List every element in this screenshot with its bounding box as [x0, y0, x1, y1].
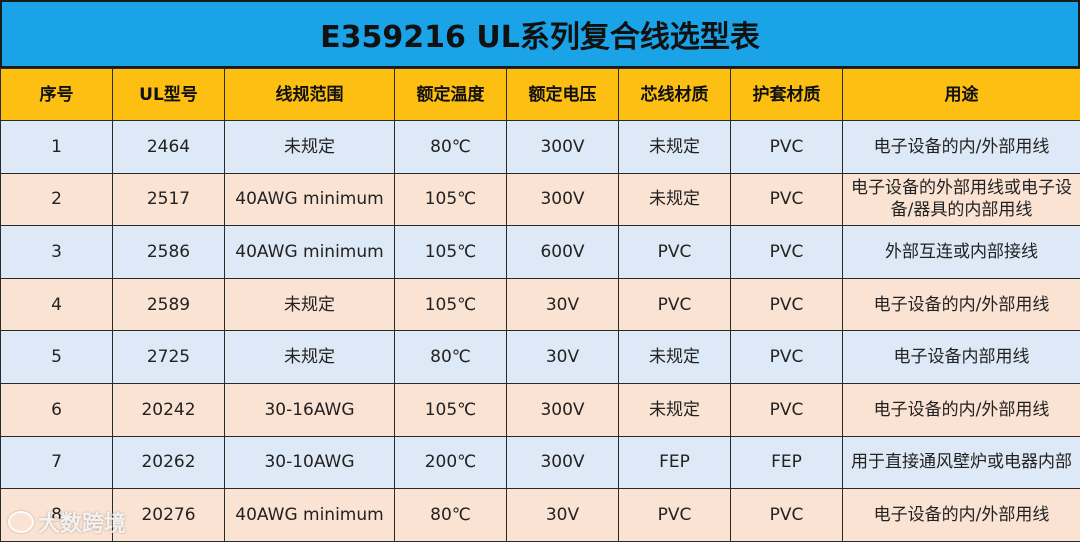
table-cell: 未规定 — [618, 330, 731, 384]
table-cell: PVC — [730, 277, 843, 332]
table-cell: 1 — [0, 120, 113, 174]
table-cell: 105℃ — [394, 382, 507, 437]
table-cell: 电子设备的内/外部用线 — [842, 277, 1080, 332]
table-cell: 未规定 — [224, 120, 395, 174]
column-header: 用途 — [842, 68, 1080, 121]
table-cell: 2589 — [112, 277, 225, 332]
column-header: 额定温度 — [394, 68, 507, 121]
table-cell: 40AWG minimum — [224, 225, 395, 279]
table-cell: PVC — [730, 225, 843, 279]
table-cell: 30-10AWG — [224, 435, 395, 490]
table-cell: 外部互连或内部接线 — [842, 225, 1080, 279]
table-cell: 未规定 — [618, 120, 731, 174]
table-cell: 用于直接通风壁炉或电器内部 — [842, 435, 1080, 490]
table-cell: 40AWG minimum — [224, 488, 395, 542]
table-cell: 2725 — [112, 330, 225, 384]
table-cell: 80℃ — [394, 120, 507, 174]
table-cell: 300V — [506, 435, 619, 490]
table-cell: 30-16AWG — [224, 382, 395, 437]
table-cell: 300V — [506, 382, 619, 437]
table-cell: 105℃ — [394, 172, 507, 227]
table-cell: 电子设备的内/外部用线 — [842, 382, 1080, 437]
column-header: 芯线材质 — [618, 68, 731, 121]
column-header: UL型号 — [112, 68, 225, 121]
table-row: 5 2725 未规定 80℃ 30V 未规定 PVC 电子设备内部用线 — [0, 330, 1080, 384]
table-cell: PVC — [730, 488, 843, 542]
table-cell: 80℃ — [394, 488, 507, 542]
table-cell: 200℃ — [394, 435, 507, 490]
table-row: 8 20276 40AWG minimum 80℃ 30V PVC PVC 电子设备的内/外部… — [0, 488, 1080, 542]
table-cell: PVC — [730, 172, 843, 227]
table-cell: 300V — [506, 172, 619, 227]
table-row: 1 2464 未规定 80℃ 300V 未规定 PVC 电子设备的内/外部用线 — [0, 120, 1080, 174]
table-cell: PVC — [618, 488, 731, 542]
table-cell: 电子设备的内/外部用线 — [842, 120, 1080, 174]
table-cell: 20276 — [112, 488, 225, 542]
table-cell: 30V — [506, 330, 619, 384]
column-header: 额定电压 — [506, 68, 619, 121]
table-cell: 300V — [506, 120, 619, 174]
table-cell: 未规定 — [618, 172, 731, 227]
table-cell: PVC — [730, 120, 843, 174]
table-cell: FEP — [618, 435, 731, 490]
table-cell: 2 — [0, 172, 113, 227]
table-cell: 30V — [506, 277, 619, 332]
table-cell: 4 — [0, 277, 113, 332]
table-cell: 2586 — [112, 225, 225, 279]
table-cell: 电子设备内部用线 — [842, 330, 1080, 384]
table-cell: 40AWG minimum — [224, 172, 395, 227]
table-cell: 80℃ — [394, 330, 507, 384]
table-cell: 电子设备的外部用线或电子设备/器具的内部用线 — [842, 172, 1080, 227]
table-cell: 7 — [0, 435, 113, 490]
table-cell: FEP — [730, 435, 843, 490]
table-cell: 2517 — [112, 172, 225, 227]
table-cell: 未规定 — [618, 382, 731, 437]
column-header: 序号 — [0, 68, 113, 121]
table-cell: 电子设备的内/外部用线 — [842, 488, 1080, 542]
table-row: 7 20262 30-10AWG 200℃ 300V FEP FEP 用于直接通风壁炉或电器内… — [0, 435, 1080, 490]
table-cell: 未规定 — [224, 330, 395, 384]
table-cell: 3 — [0, 225, 113, 279]
column-header: 线规范围 — [224, 68, 395, 121]
table-cell: 20242 — [112, 382, 225, 437]
table-cell: PVC — [730, 382, 843, 437]
table-cell: PVC — [730, 330, 843, 384]
table-cell: 600V — [506, 225, 619, 279]
selection-table: 序号 UL型号 线规范围 额定温度 额定电压 芯线材质 护套材质 用途 1 246… — [0, 68, 1080, 542]
table-cell: PVC — [618, 277, 731, 332]
table-cell: 8 — [0, 488, 113, 542]
table-cell: 105℃ — [394, 225, 507, 279]
table-row: 6 20242 30-16AWG 105℃ 300V 未规定 PVC 电子设备的内/外部用线 — [0, 382, 1080, 437]
table-cell: 30V — [506, 488, 619, 542]
table-cell: 20262 — [112, 435, 225, 490]
table-row: 4 2589 未规定 105℃ 30V PVC PVC 电子设备的内/外部用线 — [0, 277, 1080, 332]
table-row: 2 2517 40AWG minimum 105℃ 300V 未规定 PVC 电子设备的外部用… — [0, 172, 1080, 227]
table-row: 3 2586 40AWG minimum 105℃ 600V PVC PVC 外部互连或内部接… — [0, 225, 1080, 279]
table-cell: 2464 — [112, 120, 225, 174]
table-cell: 未规定 — [224, 277, 395, 332]
table-cell: 6 — [0, 382, 113, 437]
column-header: 护套材质 — [730, 68, 843, 121]
table-cell: 105℃ — [394, 277, 507, 332]
table-cell: 5 — [0, 330, 113, 384]
table-cell: PVC — [618, 225, 731, 279]
table-title: E359216 UL系列复合线选型表 — [0, 0, 1080, 68]
header-row: 序号 UL型号 线规范围 额定温度 额定电压 芯线材质 护套材质 用途 — [0, 68, 1080, 121]
